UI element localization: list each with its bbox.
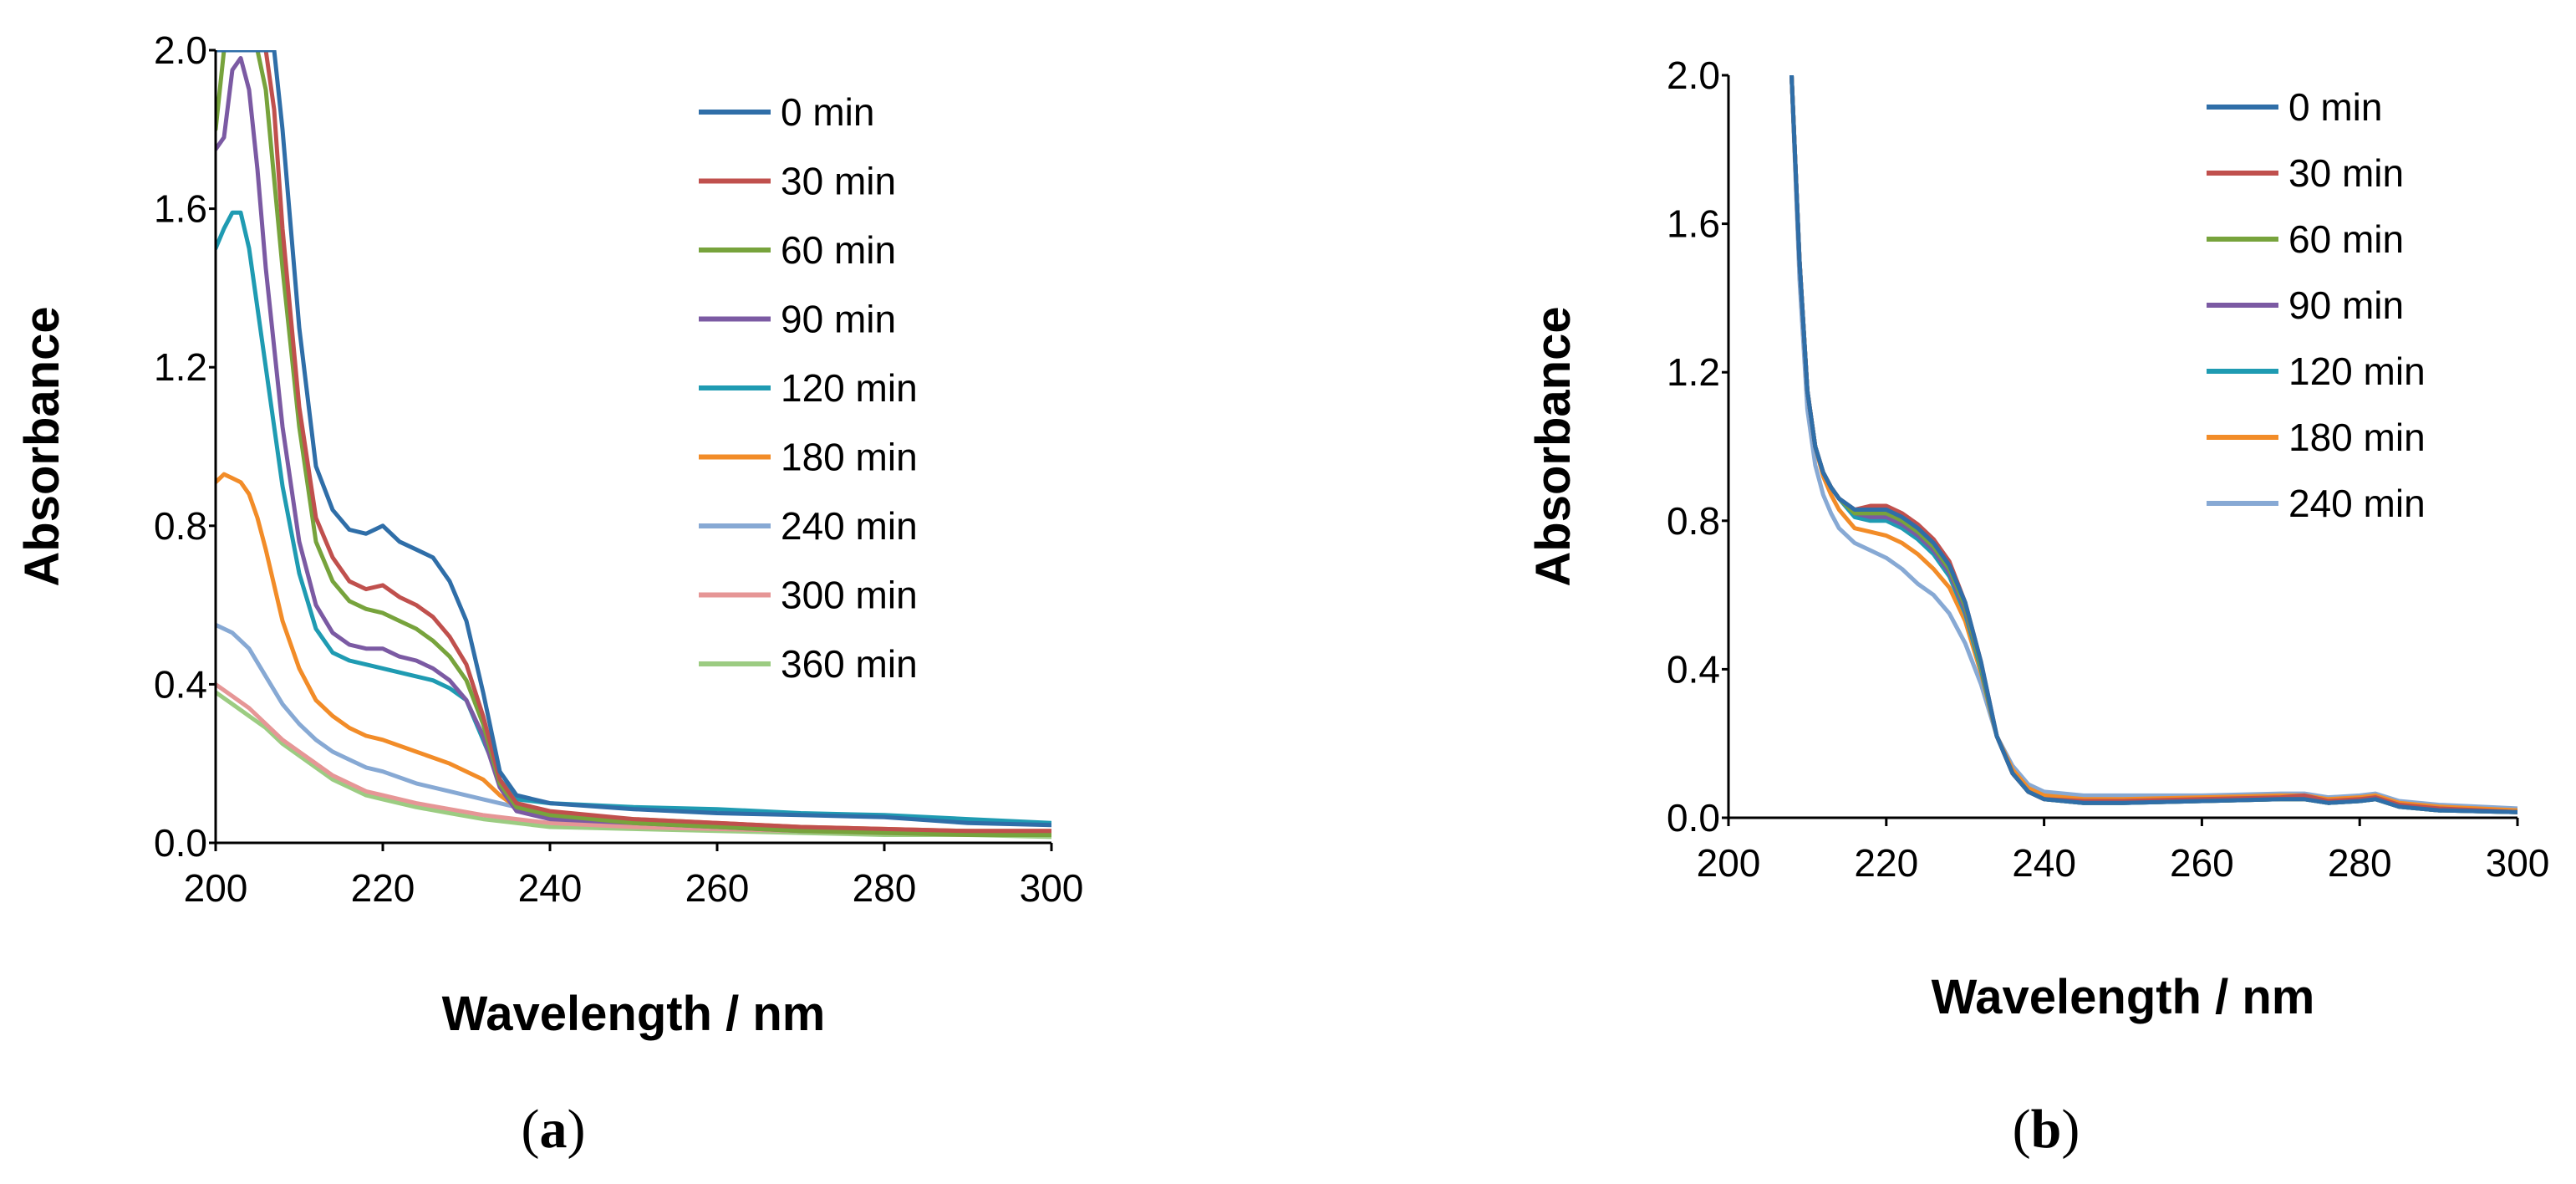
y-tick-label-b-1: 0.4 xyxy=(1667,647,1720,691)
series-line-b-0 xyxy=(1789,75,2517,814)
series-line-a-3 xyxy=(216,56,1051,837)
y-tick-label-b-5: 2.0 xyxy=(1667,54,1720,97)
x-axis-title-a: Wavelength / nm xyxy=(442,987,826,1041)
panel-b: 0.0 0.4 0.8 1.2 1.6 2.0 200 220 240 260 … xyxy=(1526,54,2549,1160)
x-tick-label-a-2: 240 xyxy=(518,866,583,910)
legend-label-b-3: 90 min xyxy=(2288,283,2404,327)
y-tick-label-b-4: 1.6 xyxy=(1667,202,1720,246)
y-tick-label-a-3: 1.2 xyxy=(154,345,207,389)
series-line-a-0 xyxy=(216,50,1051,828)
legend-label-a-7: 300 min xyxy=(781,574,918,617)
legend-label-a-6: 240 min xyxy=(781,504,918,548)
legend-label-a-3: 90 min xyxy=(781,298,896,341)
legend-label-a-0: 0 min xyxy=(781,90,874,134)
y-tick-label-b-0: 0.0 xyxy=(1667,796,1720,840)
legend-label-b-1: 30 min xyxy=(2288,151,2404,195)
legend-label-a-8: 360 min xyxy=(781,642,918,686)
panel-caption-b: (b) xyxy=(2013,1099,2080,1160)
y-tick-label-b-2: 0.8 xyxy=(1667,499,1720,543)
x-tick-label-a-0: 200 xyxy=(184,866,248,910)
y-ticks-a: 0.0 0.4 0.8 1.2 1.6 2.0 xyxy=(154,28,216,865)
plot-area-b xyxy=(1789,75,2517,814)
panel-a: 0.0 0.4 0.8 1.2 1.6 2.0 200 220 240 260 … xyxy=(15,28,1083,1160)
x-tick-label-b-4: 280 xyxy=(2328,841,2392,885)
series-line-a-2 xyxy=(216,50,1051,837)
legend-label-a-2: 60 min xyxy=(781,228,896,272)
x-tick-label-a-4: 280 xyxy=(853,866,917,910)
y-axis-title-b: Absorbance xyxy=(1526,306,1581,586)
panel-caption-letter-a: a xyxy=(540,1099,568,1160)
legend-b: 0 min 30 min 60 min 90 min 120 min 180 m… xyxy=(2207,85,2426,525)
x-tick-label-b-5: 300 xyxy=(2486,841,2550,885)
y-axis-title-a: Absorbance xyxy=(15,306,69,586)
legend-label-a-1: 30 min xyxy=(781,160,896,203)
y-tick-label-a-1: 0.4 xyxy=(154,662,207,706)
x-tick-label-b-3: 260 xyxy=(2170,841,2234,885)
series-line-a-1 xyxy=(216,50,1051,834)
legend-label-b-5: 180 min xyxy=(2288,416,2426,459)
legend-label-b-2: 60 min xyxy=(2288,217,2404,261)
x-tick-label-b-0: 200 xyxy=(1697,841,1761,885)
y-tick-label-b-3: 1.2 xyxy=(1667,350,1720,394)
y-tick-label-a-2: 0.8 xyxy=(154,504,207,548)
y-ticks-b: 0.0 0.4 0.8 1.2 1.6 2.0 xyxy=(1667,54,1728,840)
series-line-a-4 xyxy=(216,210,1051,825)
x-tick-label-a-1: 220 xyxy=(351,866,415,910)
x-tick-label-a-3: 260 xyxy=(685,866,750,910)
plot-area-a xyxy=(216,50,1051,840)
x-tick-label-a-5: 300 xyxy=(1020,866,1084,910)
x-axis-title-b: Wavelength / nm xyxy=(1932,970,2315,1024)
legend-label-b-4: 120 min xyxy=(2288,350,2426,393)
x-ticks-b: 200 220 240 260 280 300 xyxy=(1697,818,2550,885)
legend-label-b-6: 240 min xyxy=(2288,482,2426,525)
x-tick-label-b-2: 240 xyxy=(2012,841,2076,885)
panel-caption-a: (a) xyxy=(522,1099,586,1160)
legend-label-a-4: 120 min xyxy=(781,366,918,410)
x-ticks-a: 200 220 240 260 280 300 xyxy=(184,843,1084,910)
panel-caption-letter-b: b xyxy=(2031,1099,2062,1160)
y-tick-label-a-5: 2.0 xyxy=(154,28,207,72)
legend-a: 0 min 30 min 60 min 90 min 120 min 180 m… xyxy=(699,90,918,686)
legend-label-b-0: 0 min xyxy=(2288,85,2382,129)
legend-label-a-5: 180 min xyxy=(781,436,918,479)
y-tick-label-a-4: 1.6 xyxy=(154,187,207,231)
series-line-a-7 xyxy=(216,681,1051,837)
x-tick-label-b-1: 220 xyxy=(1854,841,1918,885)
y-tick-label-a-0: 0.0 xyxy=(154,821,207,865)
